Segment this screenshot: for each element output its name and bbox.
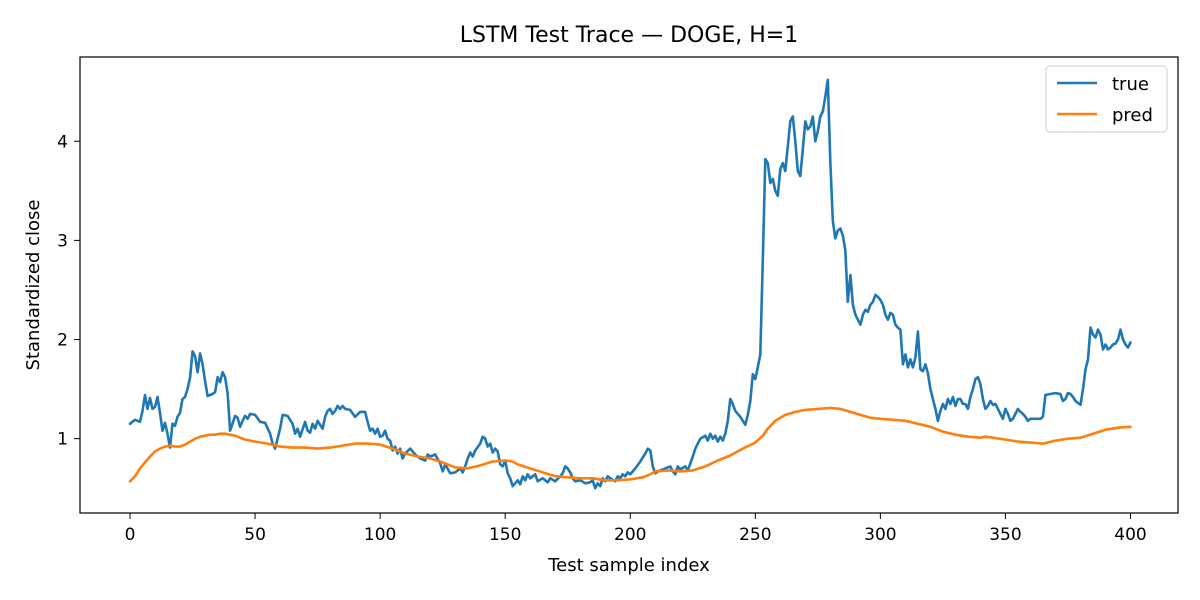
y-tick-label: 2: [57, 331, 68, 351]
series-line-true: [128, 78, 1132, 490]
series-line-pred: [128, 406, 1132, 483]
x-tick-label: 250: [739, 525, 771, 545]
x-axis-label: Test sample index: [547, 555, 710, 576]
chart-title: LSTM Test Trace — DOGE, H=1: [460, 23, 798, 48]
x-tick-label: 350: [989, 525, 1021, 545]
legend-label-true: true: [1112, 74, 1149, 95]
legend-label-pred: pred: [1112, 105, 1153, 126]
plot-lines: [128, 78, 1132, 490]
x-tick-label: 100: [364, 525, 396, 545]
x-tick-label: 150: [489, 525, 521, 545]
x-tick-label: 200: [614, 525, 646, 545]
x-tick-label: 300: [864, 525, 896, 545]
x-tick-label: 50: [244, 525, 266, 545]
axis-ticks: 0 50 100 150 200 250 300 350 400 1 2 3 4: [57, 132, 1147, 545]
x-tick-label: 400: [1114, 525, 1146, 545]
y-axis-label: Standardized close: [23, 200, 44, 371]
y-tick-label: 3: [57, 231, 68, 251]
y-tick-label: 4: [57, 132, 68, 152]
legend: true pred: [1045, 65, 1168, 133]
y-tick-label: 1: [57, 430, 68, 450]
x-tick-label: 0: [125, 525, 136, 545]
plot-frame: [79, 56, 1179, 514]
